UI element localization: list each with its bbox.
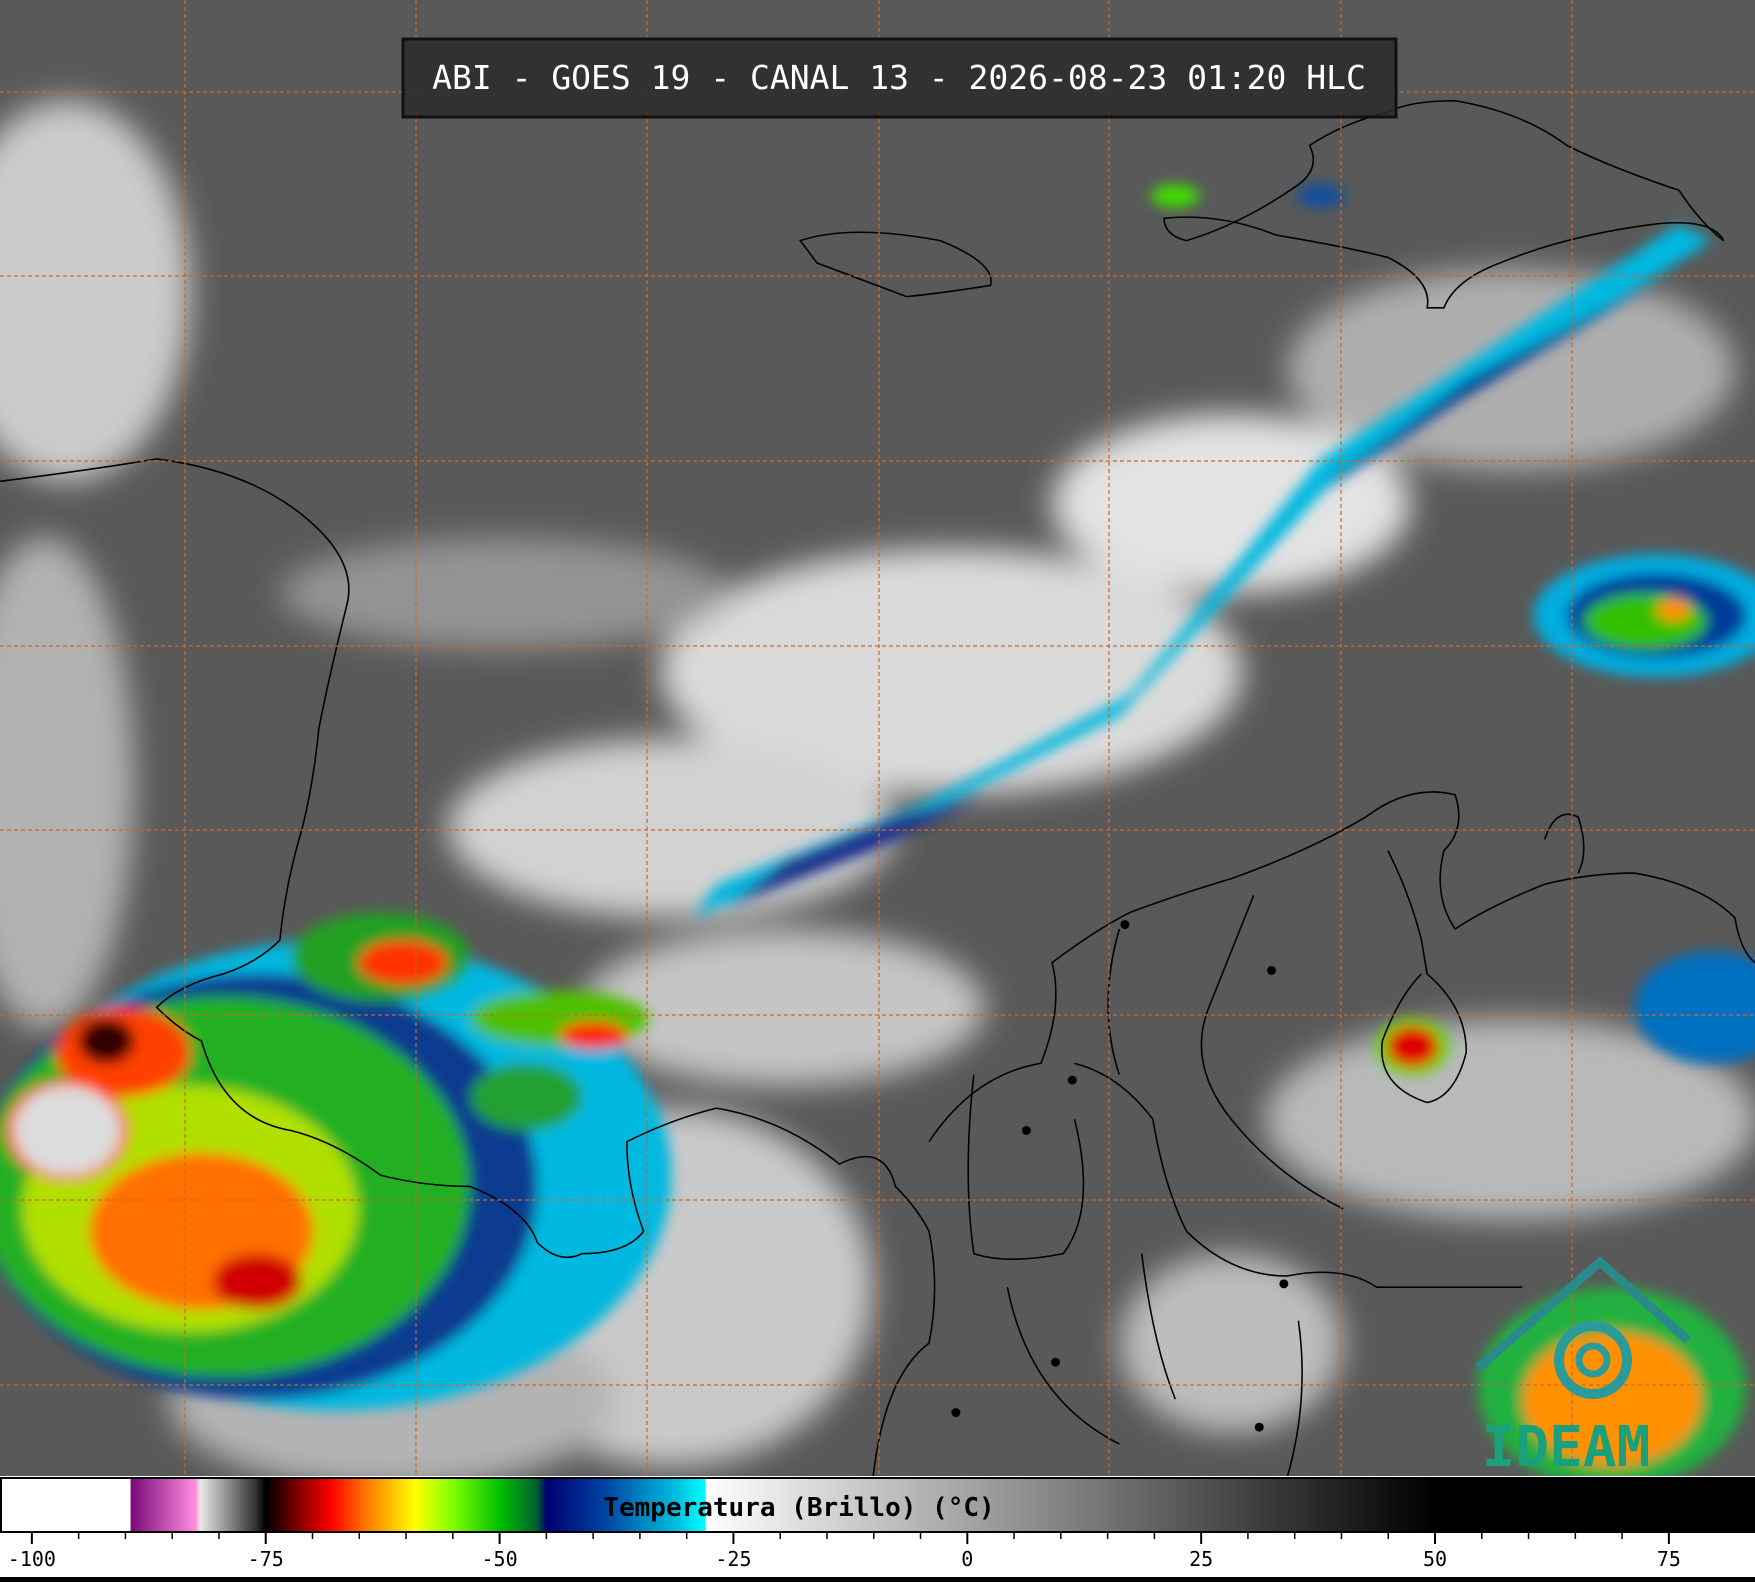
colorbar-tick-label: 25	[1189, 1547, 1213, 1571]
title-box: ABI - GOES 19 - CANAL 13 - 2026-08-23 01…	[401, 37, 1398, 119]
colorbar-tick-label: -25	[715, 1547, 751, 1571]
satellite-map: IDEAM	[0, 0, 1755, 1480]
imagery	[0, 99, 1755, 1476]
colorbar: Temperatura (Brillo) (°C) -100 -75 -50 -25 0…	[0, 1477, 1755, 1571]
graticule	[0, 0, 1755, 1476]
colorbar-tick-label: -50	[482, 1547, 518, 1571]
colorbar-tick-label: 50	[1423, 1547, 1447, 1571]
colorbar-tick-label: -100	[8, 1547, 56, 1571]
colorbar-tick-label: 0	[961, 1547, 973, 1571]
title: ABI - GOES 19 - CANAL 13 - 2026-08-23 01…	[432, 58, 1366, 97]
colorbar-label: Temperatura (Brillo) (°C)	[603, 1493, 994, 1523]
colorbar-tick-label: -75	[248, 1547, 284, 1571]
colorbar-tick-label: 75	[1657, 1547, 1681, 1571]
logo: IDEAM	[1475, 1256, 1691, 1480]
colorbar-ramp	[0, 1477, 1755, 1533]
logo-text: IDEAM	[1482, 1415, 1651, 1480]
